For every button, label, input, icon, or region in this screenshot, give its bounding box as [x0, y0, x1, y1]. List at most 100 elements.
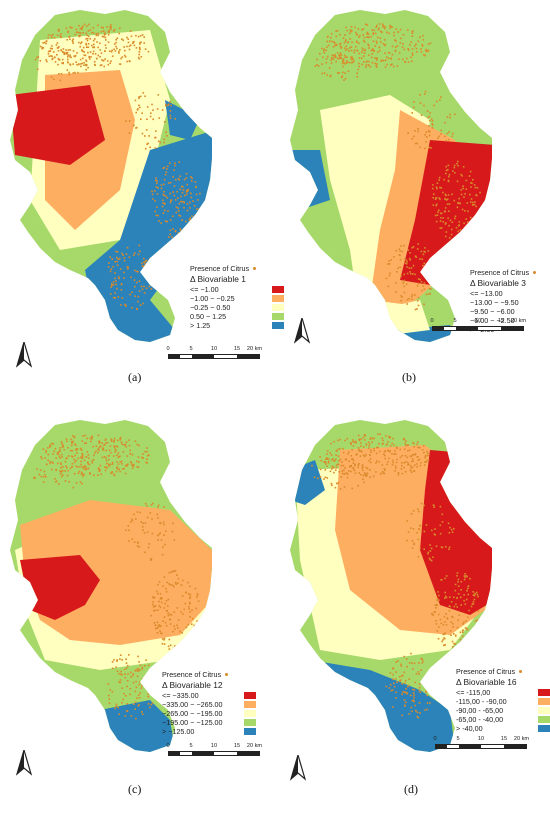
citrus-point	[125, 120, 127, 122]
citrus-point	[196, 213, 199, 216]
legend-item-1: <= −335.00	[162, 691, 199, 700]
citrus-point	[83, 54, 86, 56]
citrus-point	[355, 45, 357, 48]
citrus-point	[195, 185, 197, 188]
citrus-point	[443, 210, 446, 213]
citrus-point	[133, 44, 136, 47]
citrus-point	[111, 661, 114, 663]
citrus-point	[136, 511, 139, 513]
citrus-point	[400, 299, 402, 302]
citrus-point	[363, 481, 365, 484]
citrus-point	[411, 112, 413, 114]
citrus-point	[113, 439, 115, 442]
citrus-point	[342, 60, 344, 63]
citrus-point	[134, 269, 136, 272]
citrus-point	[172, 630, 174, 633]
citrus-point	[440, 187, 443, 189]
citrus-point	[390, 57, 392, 59]
citrus-point	[331, 468, 333, 470]
citrus-point	[462, 623, 464, 625]
citrus-point	[187, 581, 189, 584]
citrus-point	[157, 504, 160, 507]
citrus-point	[367, 441, 370, 444]
citrus-point	[403, 280, 405, 283]
citrus-point	[150, 504, 153, 506]
citrus-point	[382, 60, 385, 62]
citrus-point	[86, 25, 88, 27]
citrus-point	[355, 31, 357, 34]
citrus-point	[81, 49, 83, 51]
citrus-point	[439, 220, 442, 222]
citrus-point	[361, 464, 364, 466]
citrus-point	[360, 445, 362, 447]
citrus-point	[116, 461, 118, 463]
citrus-point	[148, 454, 150, 456]
citrus-point	[395, 446, 398, 448]
citrus-point	[417, 538, 420, 541]
citrus-point	[394, 39, 396, 41]
citrus-point	[429, 544, 431, 546]
citrus-point	[80, 473, 83, 476]
citrus-point	[441, 513, 444, 516]
citrus-point	[418, 686, 421, 689]
citrus-point	[173, 570, 176, 572]
citrus-point	[170, 104, 172, 107]
citrus-point	[450, 634, 452, 636]
citrus-point	[144, 135, 146, 137]
citrus-point	[104, 32, 106, 34]
citrus-point	[55, 481, 57, 483]
citrus-point	[157, 517, 159, 519]
citrus-point	[433, 104, 435, 107]
citrus-point	[164, 220, 167, 222]
citrus-point	[460, 173, 462, 176]
citrus-point	[167, 645, 170, 648]
citrus-point	[359, 34, 361, 37]
citrus-point	[163, 534, 165, 536]
citrus-point	[126, 702, 128, 705]
citrus-point	[459, 631, 462, 634]
citrus-point	[192, 200, 194, 202]
legend-d: Presence of Citrus Δ Biovariable 16 <= -…	[456, 667, 550, 733]
citrus-point	[150, 112, 152, 114]
citrus-point	[321, 47, 323, 50]
citrus-point	[156, 621, 159, 624]
citrus-point	[327, 44, 330, 47]
citrus-point	[45, 42, 47, 45]
citrus-point	[414, 681, 416, 684]
citrus-point	[55, 457, 57, 459]
citrus-point	[105, 466, 108, 468]
citrus-point	[94, 38, 96, 40]
citrus-point	[432, 261, 434, 263]
citrus-point	[110, 27, 112, 30]
citrus-point	[128, 45, 131, 48]
citrus-point	[424, 247, 426, 249]
citrus-point	[149, 146, 151, 149]
citrus-point	[393, 256, 395, 258]
citrus-point	[375, 64, 377, 67]
citrus-point	[116, 454, 118, 456]
scale-label-15: 15	[233, 346, 241, 352]
citrus-point	[348, 451, 350, 453]
citrus-point	[123, 467, 125, 470]
citrus-point	[121, 38, 123, 40]
citrus-point	[119, 27, 121, 30]
citrus-point	[399, 679, 401, 682]
citrus-point	[190, 176, 192, 178]
citrus-point	[336, 29, 339, 32]
citrus-point	[71, 442, 73, 444]
citrus-point	[67, 469, 69, 472]
citrus-point	[363, 36, 366, 39]
citrus-point	[135, 47, 138, 49]
legend-swatch-c5	[244, 728, 256, 735]
citrus-point	[47, 37, 49, 39]
citrus-point	[424, 709, 426, 711]
citrus-point	[328, 67, 331, 69]
citrus-point	[412, 441, 414, 444]
citrus-point	[138, 58, 141, 60]
citrus-point	[398, 52, 401, 54]
citrus-point	[367, 43, 369, 46]
citrus-point	[376, 24, 378, 27]
citrus-point	[416, 531, 418, 534]
citrus-point	[405, 263, 408, 265]
citrus-point	[408, 662, 411, 664]
